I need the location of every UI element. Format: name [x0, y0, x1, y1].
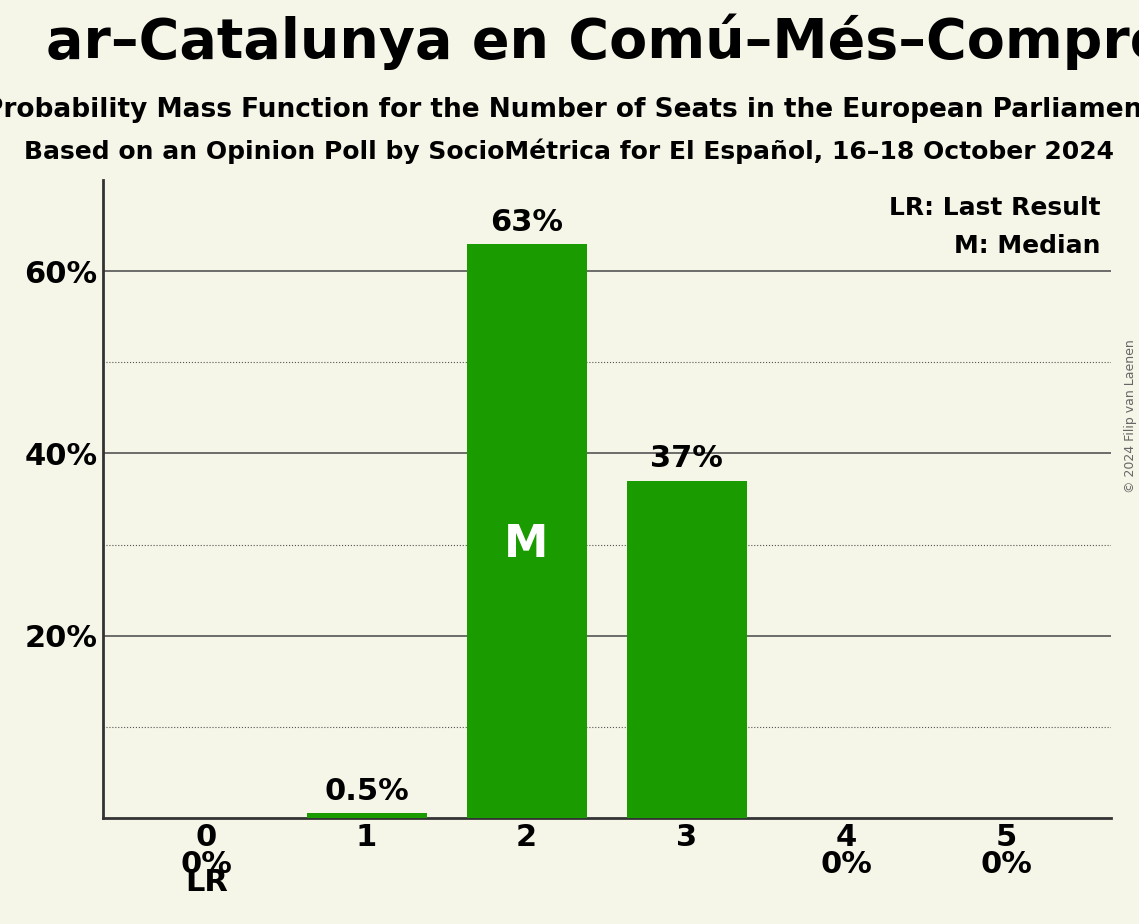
Text: 63%: 63%	[490, 208, 563, 237]
Text: M: Median: M: Median	[954, 235, 1100, 259]
Text: M: M	[505, 523, 549, 566]
Text: © 2024 Filip van Laenen: © 2024 Filip van Laenen	[1124, 339, 1137, 492]
Bar	[626, 480, 746, 818]
Bar	[306, 813, 426, 818]
Text: LR: Last Result: LR: Last Result	[888, 196, 1100, 220]
Text: 0.5%: 0.5%	[325, 777, 409, 806]
Text: 0%: 0%	[820, 850, 872, 879]
Text: 0%: 0%	[181, 850, 232, 879]
Text: LR: LR	[185, 868, 228, 897]
Text: 0%: 0%	[981, 850, 1032, 879]
Text: Based on an Opinion Poll by SocioMétrica for El Español, 16–18 October 2024: Based on an Opinion Poll by SocioMétrica…	[25, 139, 1114, 164]
Text: 37%: 37%	[650, 444, 723, 473]
Text: ar–Catalunya en Comú–Més–Compromis–Más País–Ch: ar–Catalunya en Comú–Més–Compromis–Más P…	[46, 14, 1139, 70]
Text: Probability Mass Function for the Number of Seats in the European Parliament: Probability Mass Function for the Number…	[0, 97, 1139, 123]
Bar	[467, 244, 587, 818]
